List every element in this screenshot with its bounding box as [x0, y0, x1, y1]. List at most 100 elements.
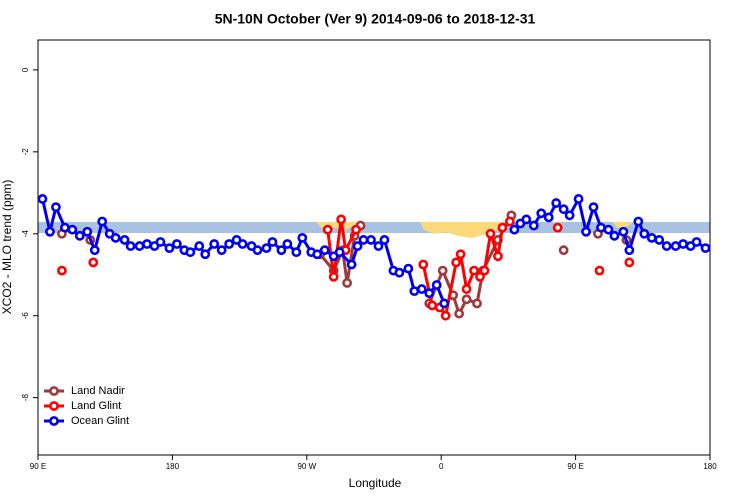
series-line [41, 198, 446, 304]
data-point [691, 237, 702, 247]
data-point [342, 278, 353, 288]
data-point [455, 249, 466, 260]
data-point [366, 235, 376, 245]
data-point [291, 247, 302, 258]
data-point [261, 243, 272, 254]
data-point [596, 222, 606, 233]
data-point [521, 214, 532, 225]
y-tick-label: 0 [21, 67, 30, 72]
data-point [479, 265, 490, 276]
data-point [558, 245, 569, 256]
data-point [282, 239, 293, 249]
data-point [427, 300, 438, 311]
data-point [351, 224, 361, 235]
legend-marker [49, 386, 59, 396]
x-tick-label: 90 E [567, 462, 583, 471]
land-shape [612, 222, 634, 228]
y-tick-label: -2 [21, 148, 30, 156]
x-axis-label: Longitude [349, 476, 402, 490]
data-point [224, 239, 235, 249]
chart-title: 5N-10N October (Ver 9) 2014-09-06 to 201… [215, 11, 536, 27]
data-point [67, 224, 78, 235]
data-point [322, 224, 333, 235]
data-point [633, 216, 644, 227]
data-point [439, 298, 450, 309]
y-axis-label: XCO2 - MLO trend (ppm) [0, 180, 14, 315]
data-point [558, 204, 569, 215]
data-point [440, 310, 451, 321]
data-point [485, 228, 496, 239]
data-point [51, 202, 61, 213]
x-tick-label: 180 [703, 462, 717, 471]
data-point [670, 241, 681, 251]
y-tick-label: -8 [21, 394, 30, 402]
data-point [654, 235, 665, 245]
data-point [624, 245, 635, 256]
data-point [618, 226, 629, 237]
data-point [276, 245, 287, 256]
data-point [609, 230, 620, 241]
data-point [639, 228, 650, 239]
data-point [624, 257, 635, 268]
data-point [59, 222, 70, 233]
y-tick-label: -4 [21, 230, 30, 238]
data-point [252, 245, 263, 256]
data-point [74, 230, 85, 241]
data-point [45, 226, 55, 237]
data-point [646, 232, 657, 243]
data-point [164, 243, 175, 254]
data-point [200, 249, 211, 260]
data-point [573, 194, 584, 204]
data-point [312, 249, 323, 260]
data-point [551, 198, 562, 208]
data-point [552, 222, 563, 233]
data-point [678, 239, 689, 249]
x-tick-label: 180 [166, 462, 180, 471]
data-point [437, 265, 448, 276]
data-point [661, 241, 672, 251]
map-strip [38, 222, 710, 238]
data-point [328, 271, 339, 282]
data-point [543, 212, 554, 223]
data-point [418, 259, 429, 270]
data-point [509, 224, 520, 235]
data-point [142, 239, 152, 249]
data-point [194, 241, 205, 251]
land-shape [316, 222, 360, 231]
legend-label: Ocean Glint [71, 415, 129, 427]
data-point [504, 216, 515, 227]
land-shape [420, 222, 512, 238]
data-point [56, 265, 67, 276]
data-point [431, 280, 442, 290]
data-point [185, 247, 196, 258]
data-point [475, 271, 485, 282]
data-point [394, 267, 405, 278]
data-point [319, 245, 330, 256]
data-point [209, 239, 220, 249]
data-point [89, 245, 100, 256]
data-point [134, 241, 145, 251]
data-point [336, 214, 347, 225]
legend-label: Land Glint [71, 400, 121, 412]
x-tick-label: 90 E [30, 462, 46, 471]
data-point [564, 210, 575, 221]
y-tick-label: -6 [21, 312, 30, 320]
data-point [588, 202, 599, 213]
data-point [409, 286, 420, 297]
data-point [82, 226, 93, 237]
data-point [334, 247, 345, 258]
data-point [493, 251, 503, 262]
data-point [461, 294, 472, 305]
data-point [603, 224, 614, 235]
data-point [424, 288, 435, 299]
data-point [37, 194, 48, 204]
data-point [379, 235, 390, 245]
data-point [594, 265, 605, 276]
data-point [403, 263, 414, 274]
data-point [469, 265, 479, 276]
x-tick-label: 90 W [297, 462, 316, 471]
data-point [88, 257, 99, 268]
data-point [125, 241, 136, 251]
data-point [528, 220, 539, 231]
